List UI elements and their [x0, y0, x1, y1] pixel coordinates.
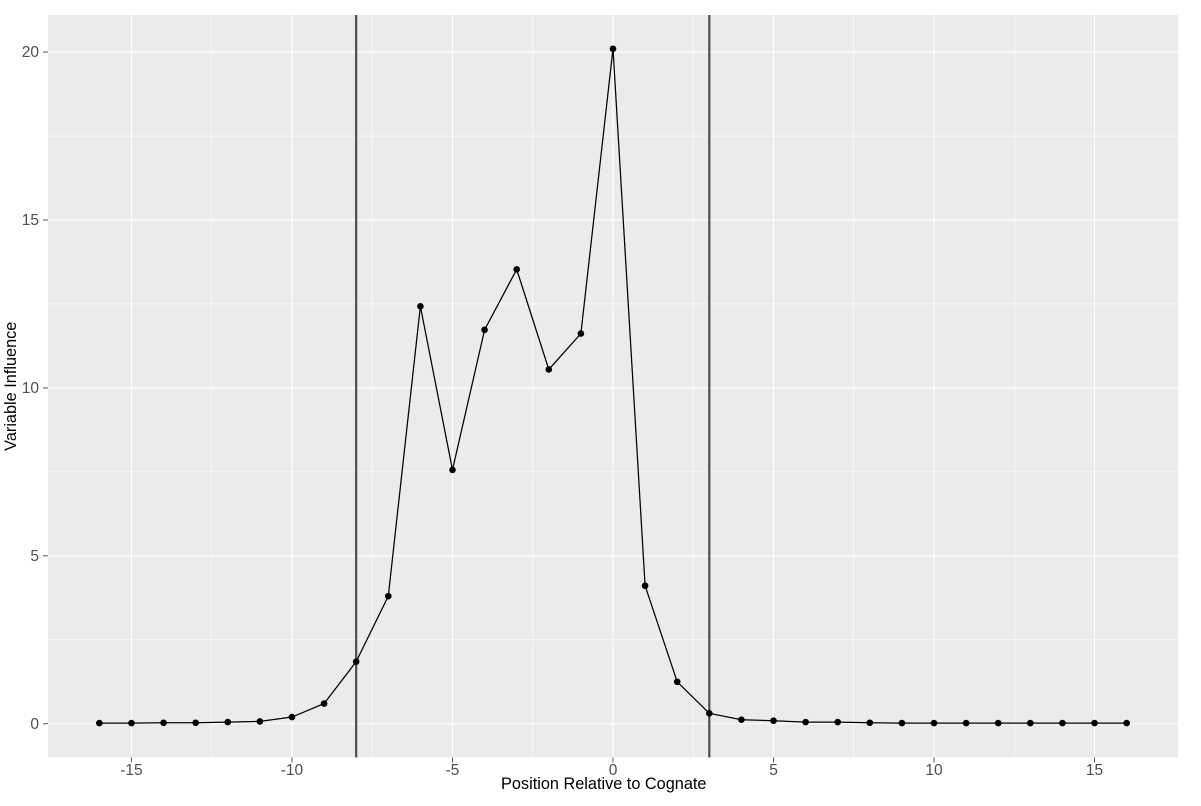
svg-text:5: 5: [769, 762, 778, 779]
svg-text:-15: -15: [120, 762, 142, 779]
svg-text:10: 10: [925, 762, 943, 779]
svg-text:-5: -5: [446, 762, 460, 779]
svg-text:5: 5: [30, 548, 39, 565]
svg-text:15: 15: [1086, 762, 1103, 779]
svg-text:Position Relative to Cognate: Position Relative to Cognate: [501, 775, 706, 793]
svg-text:0: 0: [30, 716, 39, 733]
svg-text:20: 20: [22, 44, 40, 61]
svg-text:15: 15: [22, 212, 39, 229]
svg-text:Variable Influence: Variable Influence: [2, 322, 20, 451]
svg-text:10: 10: [22, 380, 40, 397]
svg-text:-10: -10: [281, 762, 304, 779]
